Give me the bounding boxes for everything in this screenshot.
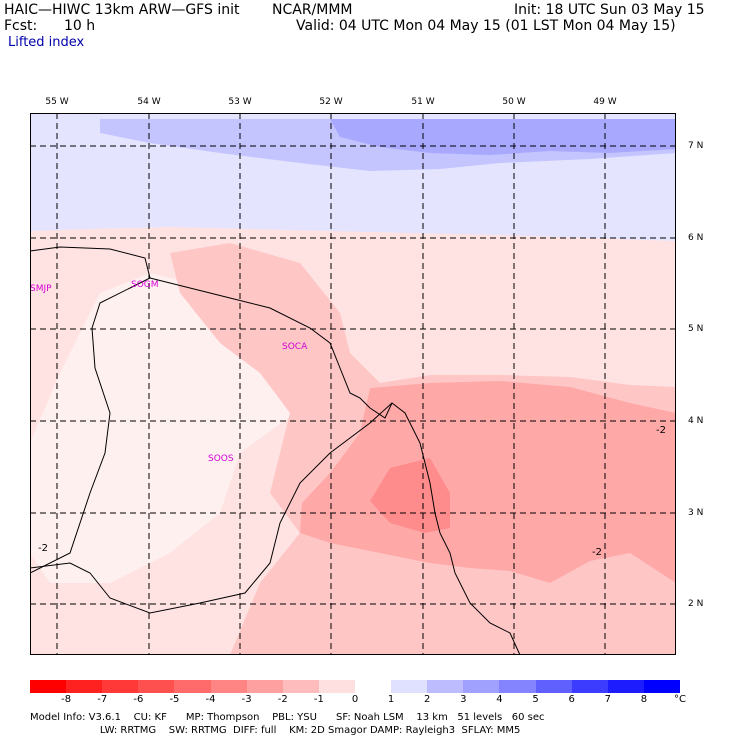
model-info-line-1: Model Info: V3.6.1 CU: KF MP: Thompson P… (30, 712, 545, 723)
lon-label-52w: 52 W (319, 97, 343, 107)
lon-label-50w: 50 W (502, 97, 526, 107)
colorbar-tick-label: 8 (640, 694, 648, 705)
colorbar-swatch (643, 680, 680, 693)
contour-label-south: -2 (592, 547, 602, 558)
colorbar-tick-label: 6 (568, 694, 575, 705)
station-soca: SOCA (282, 342, 308, 352)
lon-label-54w: 54 W (137, 97, 161, 107)
station-sogm: SOGM (131, 280, 159, 290)
colorbar-swatch (427, 680, 464, 693)
colorbar-swatch (210, 680, 247, 693)
lat-label-5n: 5 N (688, 324, 704, 334)
contour-label-west: -2 (38, 543, 48, 554)
colorbar-tick-label: 5 (532, 694, 539, 705)
valid-time: Valid: 04 UTC Mon 04 May 15 (01 LST Mon … (296, 18, 676, 34)
colorbar-swatch (102, 680, 139, 693)
field-name: Lifted index (8, 35, 85, 50)
colorbar-swatch (318, 680, 355, 693)
colorbar-tick-label: -8 (61, 694, 72, 705)
lat-label-7n: 7 N (688, 141, 704, 151)
colorbar-swatch (246, 680, 283, 693)
colorbar-swatch (607, 680, 644, 693)
lat-label-4n: 4 N (688, 416, 704, 426)
colorbar (30, 680, 680, 693)
forecast-label: Fcst: (4, 18, 38, 34)
map-border (30, 113, 676, 655)
coastlines-borders (30, 246, 521, 655)
init-time: Init: 18 UTC Sun 03 May 15 (514, 2, 705, 18)
lon-label-55w: 55 W (45, 97, 69, 107)
colorbar-swatch (138, 680, 175, 693)
colorbar-tick-label: -5 (169, 694, 180, 705)
colorbar-tick-label: -7 (97, 694, 108, 705)
colorbar-swatch (282, 680, 319, 693)
colorbar-tick-label: -2 (277, 694, 288, 705)
colorbar-swatch (499, 680, 536, 693)
lon-label-53w: 53 W (228, 97, 252, 107)
colorbar-tick-label: 3 (460, 694, 467, 705)
model-title: HAIC—HIWC 13km ARW—GFS init (4, 2, 240, 18)
colorbar-tick-label: 1 (387, 694, 395, 705)
colorbar-tick-label: -4 (205, 694, 216, 705)
lon-label-49w: 49 W (593, 97, 617, 107)
lat-label-6n: 6 N (688, 233, 704, 243)
colorbar-tick-label: -6 (133, 694, 144, 705)
lat-label-3n: 3 N (688, 508, 704, 518)
shading-negative-2 (300, 381, 676, 583)
colorbar-swatch (535, 680, 572, 693)
lat-label-2n: 2 N (688, 599, 704, 609)
colorbar-swatch (30, 680, 67, 693)
colorbar-tick-label: -1 (313, 694, 324, 705)
lon-label-51w: 51 W (411, 97, 435, 107)
organization: NCAR/MMM (272, 2, 353, 18)
colorbar-swatch (174, 680, 211, 693)
colorbar-tick-label: 7 (604, 694, 611, 705)
colorbar-tick-label: 2 (424, 694, 431, 705)
forecast-hour: 10 h (64, 18, 96, 34)
shading-near-zero (30, 273, 295, 583)
colorbar-tick-label: -3 (241, 694, 252, 705)
colorbar-swatch (66, 680, 103, 693)
graticule (30, 113, 676, 655)
colorbar-tick-label: 0 (351, 694, 359, 705)
model-info-line-2: LW: RRTMG SW: RRTMG DIFF: full KM: 2D Sm… (30, 725, 521, 736)
colorbar-swatch (391, 680, 428, 693)
shading-negative-3 (370, 458, 450, 533)
colorbar-swatch (571, 680, 608, 693)
colorbar-swatch (463, 680, 500, 693)
station-smjp: SMJP (30, 284, 52, 294)
colorbar-swatch (354, 680, 392, 693)
station-soos: SOOS (208, 454, 234, 464)
colorbar-tick-label: 4 (496, 694, 503, 705)
colorbar-unit: °C (674, 694, 686, 705)
shading-positive-strong (330, 119, 676, 155)
contour-label-east: -2 (656, 425, 666, 436)
lifted-index-map: SMJP SOGM SOCA SOOS -2 -2 -2 (30, 113, 676, 655)
